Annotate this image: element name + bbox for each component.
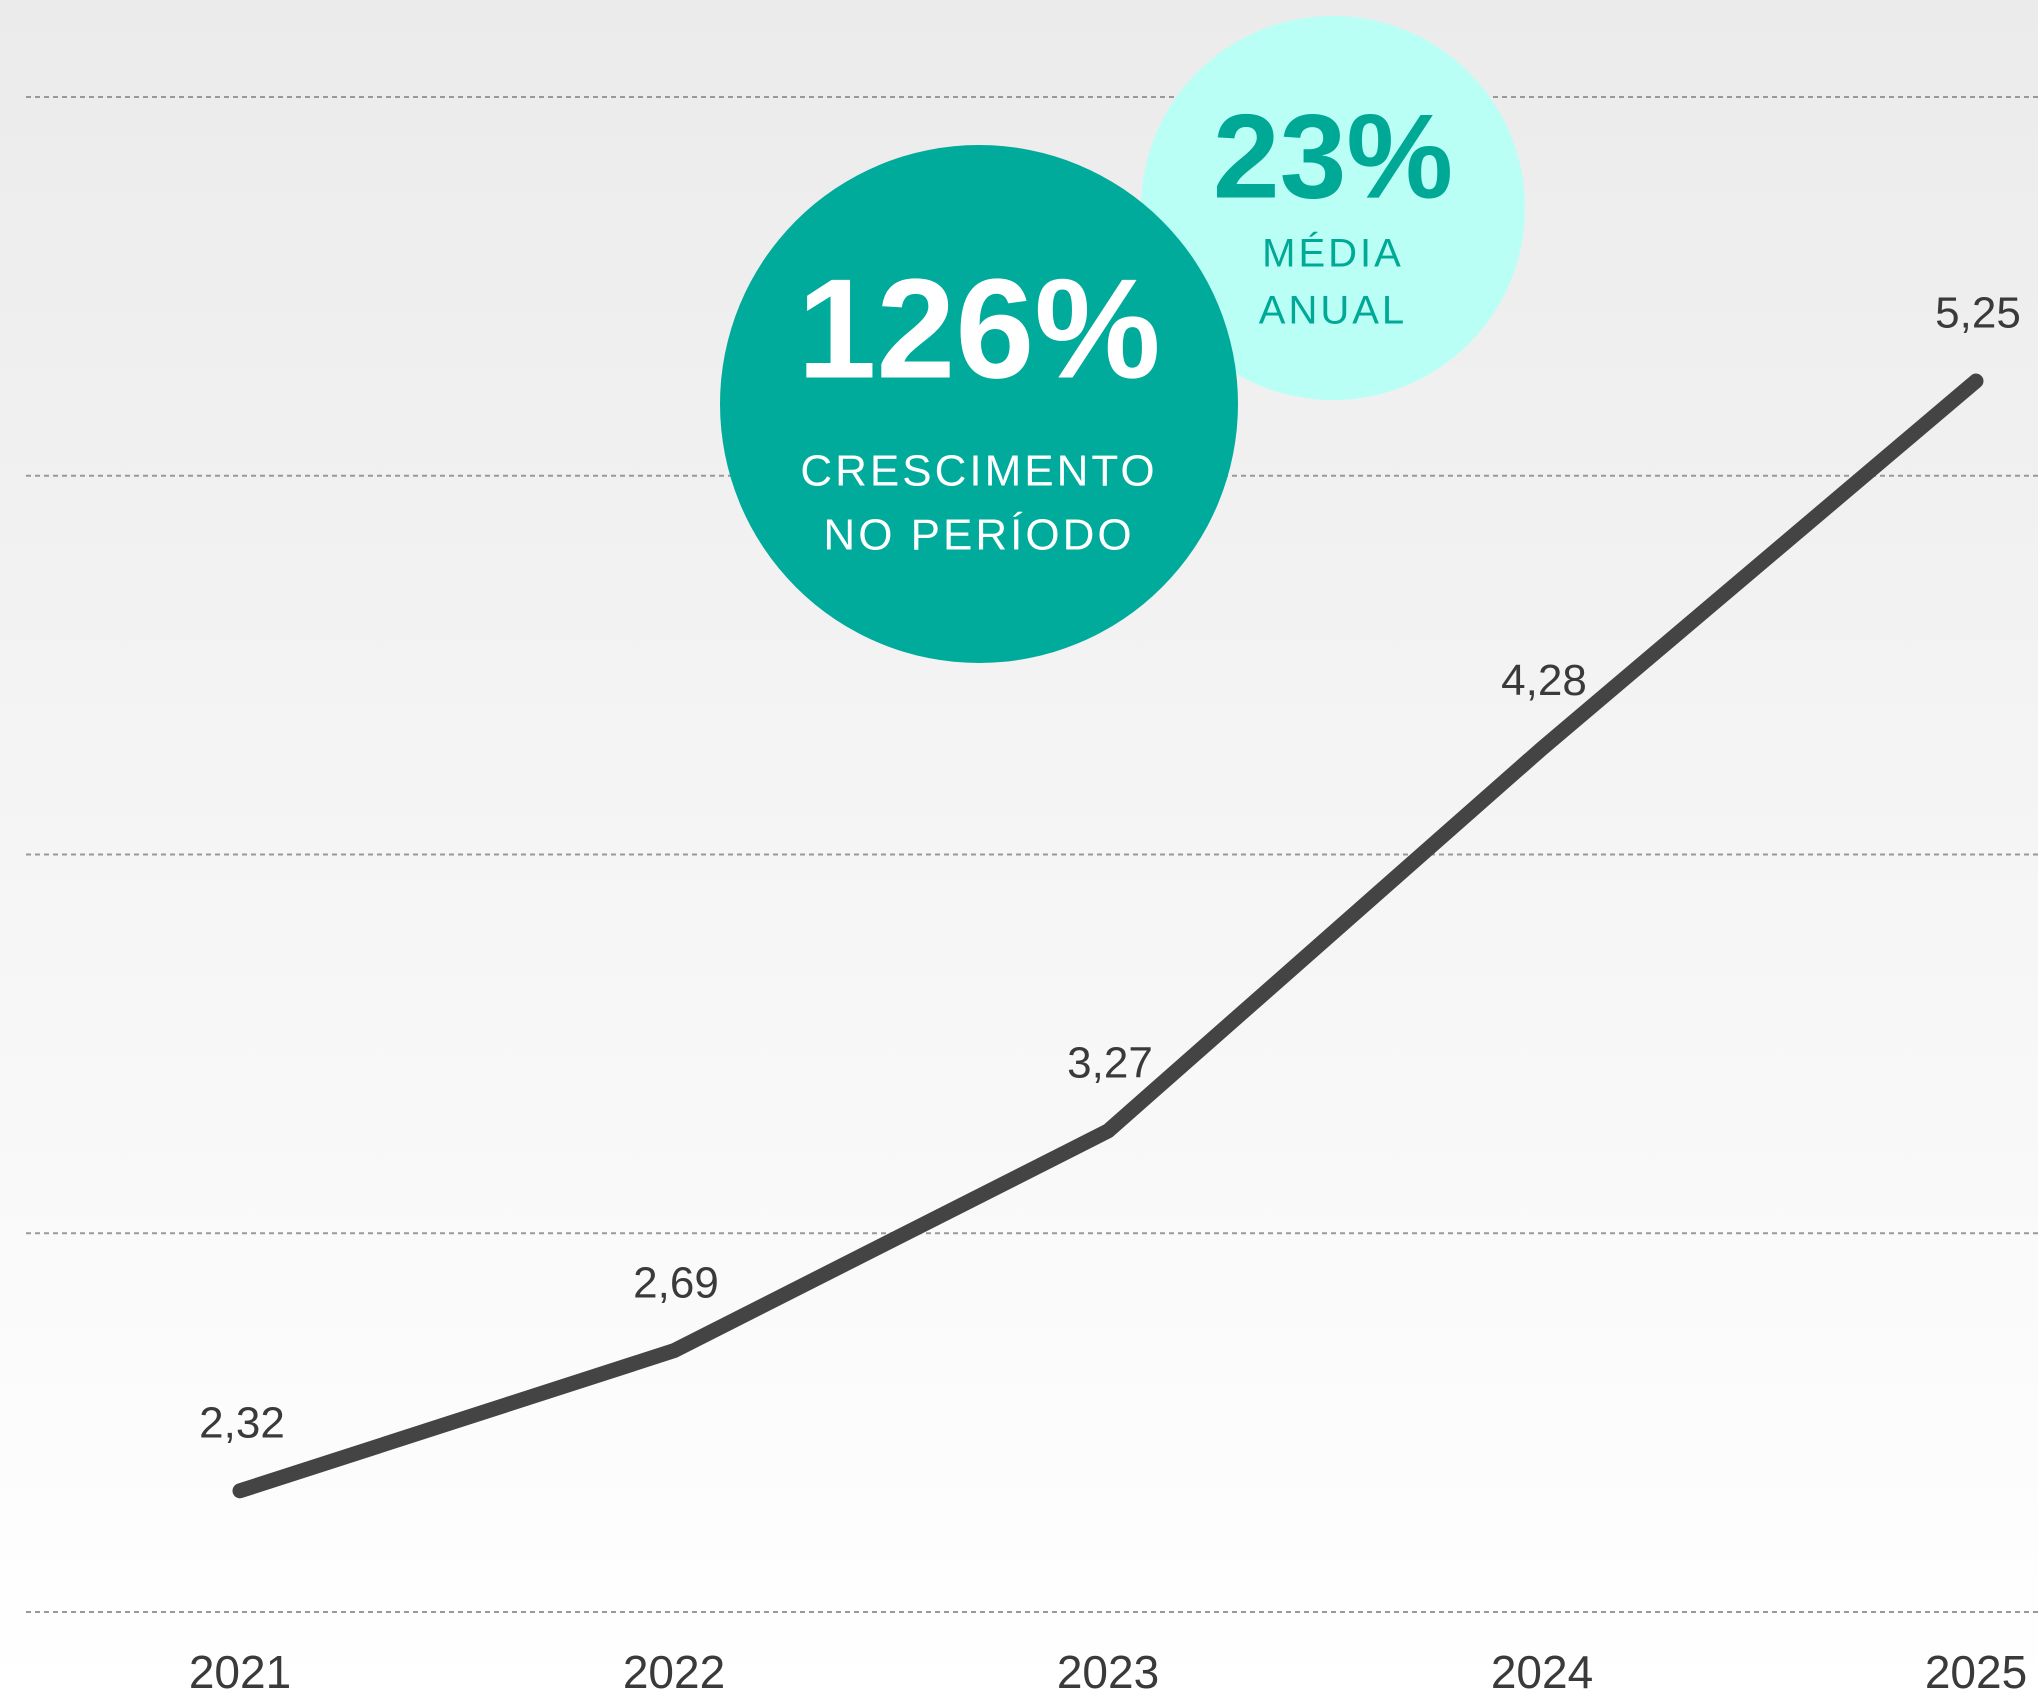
annotation-caption: NO PERÍODO <box>823 511 1134 560</box>
annotation-caption: CRESCIMENTO <box>800 447 1157 496</box>
x-tick-label: 2025 <box>1925 1646 2027 1698</box>
data-label: 2,69 <box>633 1258 719 1307</box>
annotation-bubble <box>720 145 1238 663</box>
data-line <box>232 373 1984 1499</box>
x-tick-label: 2022 <box>623 1646 725 1698</box>
data-label: 3,27 <box>1067 1039 1153 1088</box>
annotation-value: 126% <box>797 250 1160 409</box>
x-tick-label: 2023 <box>1057 1646 1159 1698</box>
x-tick-label: 2021 <box>189 1646 291 1698</box>
data-label: 5,25 <box>1935 289 2021 338</box>
data-label: 2,32 <box>199 1398 285 1447</box>
annotation-caption: ANUAL <box>1259 289 1407 333</box>
annotation-bubble <box>1141 16 1525 400</box>
data-label: 4,28 <box>1501 656 1587 705</box>
annotation-value: 23% <box>1213 90 1453 224</box>
x-tick-label: 2024 <box>1491 1646 1593 1698</box>
annotation-caption: MÉDIA <box>1262 231 1404 276</box>
